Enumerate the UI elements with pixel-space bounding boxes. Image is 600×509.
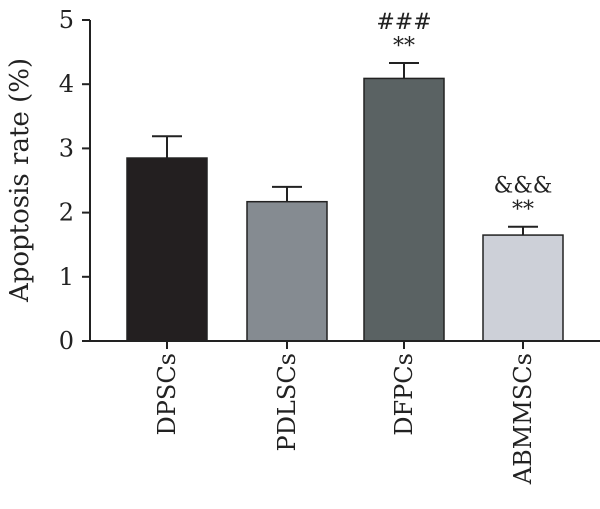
bar-abmmscs [482,234,564,342]
bar-pdlscs [246,200,328,342]
significance-label: ** [512,198,534,223]
bar-dpscs [126,157,208,342]
significance-label: &&& [494,174,553,199]
y-tick-label: 5 [59,6,74,34]
significance-label: ### [376,10,431,35]
y-tick-label: 0 [59,327,74,355]
x-tick-label: DPSCs [153,353,181,436]
y-axis-title: Apoptosis rate (%) [5,58,35,303]
x-tick-label: DFPCs [390,353,418,436]
y-tick-label: 2 [59,199,74,227]
significance-label: ** [393,34,415,59]
bar-dfpcs [363,77,445,342]
y-tick-label: 3 [59,134,74,162]
x-tick-label: ABMMSCs [509,353,537,485]
y-tick-label: 1 [59,263,74,291]
x-tick-label: PDLSCs [273,353,301,451]
y-tick-label: 4 [59,70,74,98]
